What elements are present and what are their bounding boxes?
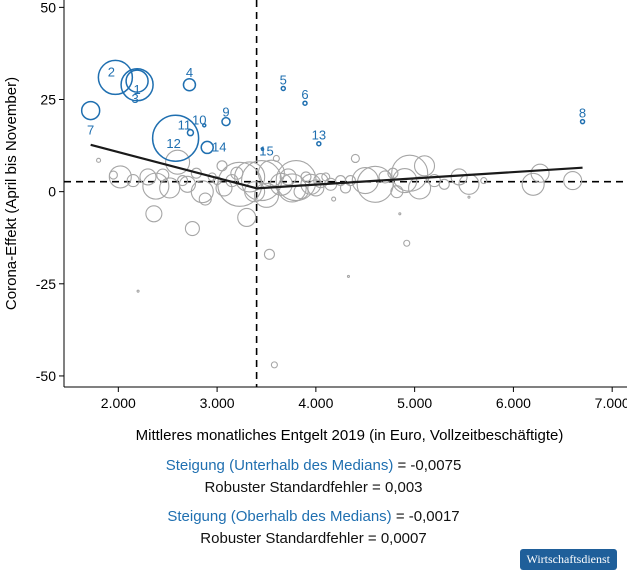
data-point xyxy=(178,175,197,193)
slope-above-value: = -0,0017 xyxy=(391,508,460,525)
stderr-below-median: Robuster Standardfehler = 0,003 xyxy=(204,479,423,496)
labeled-data-point xyxy=(97,59,134,96)
data-point xyxy=(198,192,212,206)
data-point xyxy=(279,168,297,186)
data-point xyxy=(139,168,157,186)
point-label: 11 xyxy=(178,118,192,133)
stderr-above-median: Robuster Standardfehler = 0,0007 xyxy=(200,530,427,547)
point-label: 7 xyxy=(87,123,94,138)
labeled-data-point xyxy=(151,114,200,162)
data-point xyxy=(159,177,181,199)
labeled-data-point xyxy=(80,100,101,121)
data-point xyxy=(108,165,132,189)
point-label: 6 xyxy=(301,87,308,102)
x-tick-label: 7.000 xyxy=(595,395,627,411)
x-tick-label: 3.000 xyxy=(200,395,235,411)
data-point xyxy=(142,172,170,200)
slope-above-label: Steigung (Oberhalb des Medians) xyxy=(167,508,392,525)
fit-line xyxy=(90,143,583,190)
data-point xyxy=(176,175,189,187)
point-label: 12 xyxy=(166,136,180,151)
labeled-data-point xyxy=(186,128,195,137)
point-label: 15 xyxy=(259,143,273,158)
data-point xyxy=(96,157,102,163)
data-point xyxy=(391,154,429,192)
data-point xyxy=(331,196,337,202)
data-point xyxy=(263,248,275,260)
y-tick-label: 50 xyxy=(40,0,56,15)
slope-below-label: Steigung (Unterhalb des Medians) xyxy=(165,457,394,474)
data-point xyxy=(234,161,266,193)
x-axis-title: Mittleres monatliches Entgelt 2019 (in E… xyxy=(136,427,564,444)
x-tick-label: 4.000 xyxy=(298,395,333,411)
data-point xyxy=(339,182,352,194)
data-point xyxy=(403,239,411,247)
data-point xyxy=(398,212,402,216)
labeled-data-point xyxy=(200,140,214,155)
labeled-data-point xyxy=(316,140,322,147)
slope-below-median: Steigung (Unterhalb des Medians) = -0,00… xyxy=(0,457,627,474)
labeled-data-point xyxy=(202,123,207,128)
labeled-data-point xyxy=(579,118,586,125)
point-label: 14 xyxy=(212,139,226,154)
data-point xyxy=(350,153,360,164)
data-point xyxy=(272,154,280,163)
labeled-data-point xyxy=(280,85,287,92)
y-axis-title: Corona-Effekt (April bis November) xyxy=(3,77,20,310)
labeled-data-point xyxy=(125,69,149,93)
y-tick-label: 0 xyxy=(48,184,56,200)
point-label: 10 xyxy=(192,112,206,127)
slope-below-value: = -0,0075 xyxy=(393,457,462,474)
labeled-data-point xyxy=(120,68,154,102)
data-point xyxy=(237,207,257,228)
data-point xyxy=(270,361,278,369)
data-point xyxy=(321,172,331,182)
data-point xyxy=(344,175,356,187)
data-point xyxy=(438,178,450,190)
data-point xyxy=(480,177,488,185)
data-point xyxy=(165,149,191,175)
x-tick-label: 6.000 xyxy=(496,395,531,411)
labeled-data-point xyxy=(260,147,265,152)
labeled-data-point xyxy=(182,78,197,92)
labeled-data-point xyxy=(302,100,308,106)
slope-above-median: Steigung (Oberhalb des Medians) = -0,001… xyxy=(0,508,627,525)
data-point xyxy=(392,168,418,194)
data-point xyxy=(530,163,550,183)
point-label: 2 xyxy=(108,64,115,79)
data-point xyxy=(413,155,436,177)
point-label: 13 xyxy=(312,128,326,143)
y-tick-label: -25 xyxy=(36,276,56,292)
x-tick-label: 5.000 xyxy=(397,395,432,411)
data-point xyxy=(467,195,471,199)
y-tick-label: 25 xyxy=(40,92,56,108)
y-tick-label: -50 xyxy=(36,368,56,384)
wirtschaftsdienst-logo: Wirtschaftsdienst xyxy=(519,549,617,570)
point-label: 1 xyxy=(133,82,140,97)
data-point xyxy=(145,205,163,223)
data-point xyxy=(563,171,583,191)
data-point xyxy=(300,171,312,183)
data-point xyxy=(190,180,214,204)
x-tick-label: 2.000 xyxy=(101,395,136,411)
point-label: 8 xyxy=(579,106,586,121)
data-point xyxy=(346,274,351,278)
data-point xyxy=(126,174,140,188)
data-point xyxy=(378,170,392,184)
point-label: 5 xyxy=(280,72,287,87)
point-label: 3 xyxy=(131,91,138,106)
labeled-data-point xyxy=(221,116,231,127)
data-point xyxy=(184,220,200,237)
data-point xyxy=(521,172,545,196)
data-point xyxy=(307,179,325,197)
point-label: 4 xyxy=(186,65,193,80)
data-point xyxy=(216,160,228,172)
data-point xyxy=(136,289,140,293)
data-point xyxy=(275,160,317,202)
point-label: 9 xyxy=(222,105,229,120)
